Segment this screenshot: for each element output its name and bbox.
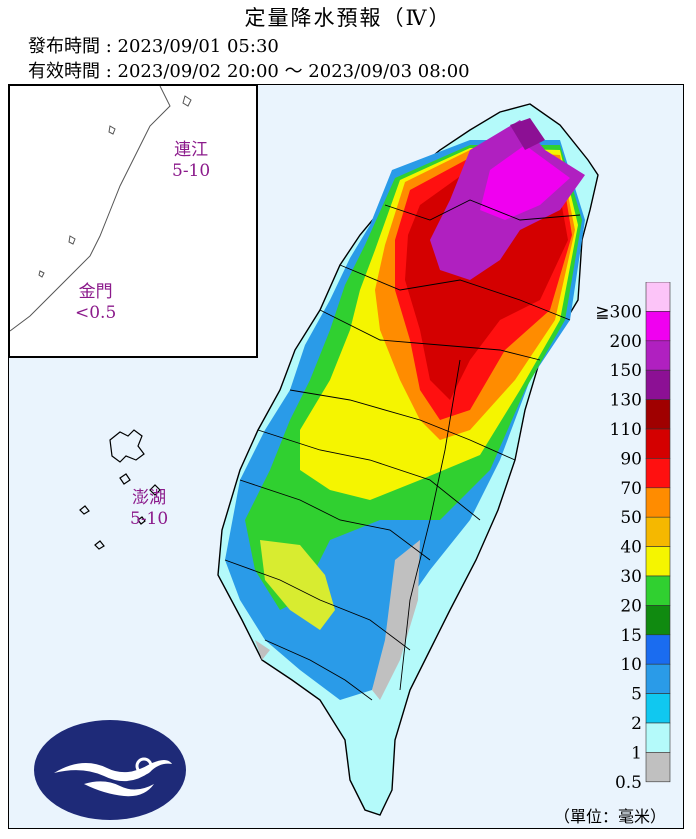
legend-swatch xyxy=(645,722,671,753)
matsu-label: 連江 5-10 xyxy=(172,140,210,182)
legend-swatch xyxy=(645,752,671,783)
legend-swatch xyxy=(645,516,671,547)
legend-swatch xyxy=(645,605,671,636)
legend-swatch xyxy=(645,340,671,371)
legend-swatch xyxy=(645,369,671,400)
legend-label: 15 xyxy=(620,626,642,646)
legend-label: 1 xyxy=(631,743,642,763)
rainfall-legend: ≧300 200 150 130 110 90 70 50 40 30 20 15 10 5 2 1 0.5 xyxy=(595,282,671,793)
legend-label: 40 xyxy=(620,538,642,558)
legend-swatch xyxy=(645,282,671,312)
kinmen-value: <0.5 xyxy=(75,303,117,323)
matsu-value: 5-10 xyxy=(172,161,211,181)
unit-label: （單位：毫米） xyxy=(553,807,666,826)
legend-swatch xyxy=(645,575,671,606)
penghu-label: 澎湖 5-10 xyxy=(130,488,168,530)
kinmen-name: 金門 xyxy=(78,282,113,302)
legend-swatch xyxy=(645,428,671,459)
legend-label: 20 xyxy=(620,596,642,616)
legend-label: 10 xyxy=(620,655,642,675)
matsu-name: 連江 xyxy=(174,140,209,160)
penghu-name: 澎湖 xyxy=(132,488,167,508)
legend-swatch xyxy=(645,311,671,342)
mainland-coast xyxy=(10,86,192,332)
valid-time: 有效時間 : 2023/09/02 20:00 ～ 2023/09/03 08:… xyxy=(28,61,470,82)
legend-label: 0.5 xyxy=(615,773,642,793)
legend-label: 90 xyxy=(620,449,642,469)
legend-label: ≧300 xyxy=(595,302,642,322)
legend-label: 5 xyxy=(631,685,642,705)
outlying-islands-inset xyxy=(8,84,258,358)
map-title: 定量降水預報（Ⅳ） xyxy=(244,6,452,30)
legend-label: 2 xyxy=(631,714,642,734)
kinmen-label: 金門 <0.5 xyxy=(75,282,116,324)
legend-swatch xyxy=(645,487,671,518)
legend-label: 110 xyxy=(610,420,642,440)
issue-time: 發布時間 : 2023/09/01 05:30 xyxy=(28,36,279,57)
legend-label: 150 xyxy=(610,361,642,381)
legend-label: 200 xyxy=(610,332,642,352)
legend-swatch xyxy=(645,399,671,430)
legend-label: 30 xyxy=(620,567,642,587)
legend-label: 70 xyxy=(620,479,642,499)
legend-swatch xyxy=(645,693,671,724)
legend-swatch xyxy=(645,634,671,665)
legend-swatch xyxy=(645,546,671,577)
legend-swatch xyxy=(645,458,671,489)
penghu-islands xyxy=(79,429,161,550)
legend-label: 130 xyxy=(610,391,642,411)
legend-label: 50 xyxy=(620,508,642,528)
penghu-value: 5-10 xyxy=(130,509,169,529)
legend-swatch xyxy=(645,663,671,694)
cwa-cloud-logo-icon xyxy=(34,720,186,820)
